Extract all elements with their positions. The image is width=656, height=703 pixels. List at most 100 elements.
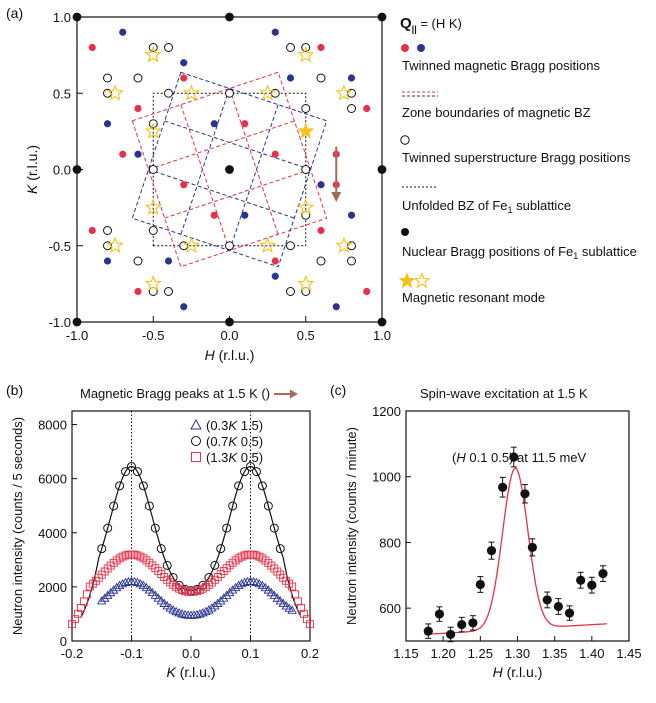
data-point-circle: [132, 467, 142, 477]
superstructure-bragg: [148, 165, 158, 174]
data-point: [542, 595, 552, 605]
nuclear-bragg: [377, 165, 387, 174]
y-tick-label: 6000: [38, 472, 67, 487]
data-point-circle: [222, 523, 232, 533]
data-point-square: [234, 554, 243, 563]
data-point-square: [270, 564, 279, 573]
data-point-square: [237, 552, 246, 561]
resonance-open-star: [144, 46, 162, 63]
panel-b-label: (b): [6, 382, 23, 398]
data-point-triangle: [147, 587, 158, 597]
superstructure-bragg: [133, 256, 143, 266]
data-point-circle: [127, 461, 136, 471]
legend-label-part: (1.3: [206, 450, 228, 465]
data-point-square: [68, 620, 76, 629]
data-point-triangle: [236, 578, 247, 588]
panel-a-zone-boundaries: [131, 71, 328, 268]
magnetic-bragg-blue: [210, 120, 218, 128]
nuclear-bragg: [377, 12, 387, 22]
x-tick-label: -0.2: [61, 646, 83, 661]
y-tick-label: 1000: [372, 470, 401, 485]
magnetic-bragg-blue: [180, 303, 188, 311]
y-tick-label: 800: [379, 535, 401, 550]
data-point: [434, 609, 445, 619]
data-point-square: [151, 564, 160, 573]
x-tick-label: 0.2: [301, 646, 319, 661]
data-point: [423, 626, 433, 636]
data-point-circle: [275, 544, 285, 554]
data-point-square: [145, 558, 154, 567]
data-point: [564, 608, 575, 618]
panel-c-title: Spin-wave excitation at 1.5 K: [420, 386, 588, 401]
legend-open-circle: [400, 135, 410, 145]
data-point-circle: [257, 481, 267, 491]
y-tick-label: 1.0: [53, 10, 71, 25]
panel-a-ylabel: K (r.l.u.): [24, 145, 40, 194]
data-point-square: [213, 573, 222, 581]
data-point-square: [85, 582, 94, 591]
magnetic-bragg-blue: [241, 211, 249, 219]
panel-c-label: (c): [330, 382, 346, 398]
data-point-square: [249, 550, 258, 559]
data-point-triangle: [129, 576, 140, 586]
data-point-square: [71, 615, 79, 624]
data-point-square: [106, 561, 115, 570]
data-point: [553, 601, 563, 612]
data-point-square: [228, 558, 237, 567]
data-point: [520, 489, 530, 499]
resonance-open-star: [144, 198, 162, 215]
data-point-triangle: [272, 593, 283, 602]
panel-b-axes: -0.2 -0.1 0.0 0.1 0.2 0 2000 4000 6000 8000: [38, 411, 319, 661]
x-tick-label: 0.0: [182, 646, 200, 661]
resonance-open-star: [297, 274, 315, 292]
x-tick-label: 1.30: [505, 646, 530, 661]
x-tick-label: 1.40: [579, 646, 604, 661]
magnetic-bz-red: [131, 71, 328, 268]
magnetic-bragg-blue: [119, 28, 127, 36]
panel-b-legend: (0.3K 1.5)(0.7K 0.5)(1.3K 0.5): [190, 418, 263, 465]
legend-item-unfolded-bz: Unfolded BZ of Fe1 sublattice: [402, 198, 571, 215]
data-point-square: [181, 587, 190, 596]
data-point-circle: [103, 523, 113, 533]
magnetic-bragg-blue: [271, 28, 279, 36]
nuclear-bragg: [225, 165, 234, 174]
data-point-triangle: [227, 585, 238, 594]
x-tick-label: 1.0: [373, 328, 391, 343]
data-point-square: [216, 570, 225, 579]
superstructure-bragg: [164, 88, 173, 98]
panel-b-series: [68, 461, 314, 629]
data-point-square: [240, 551, 249, 560]
magnetic-bragg-blue: [103, 120, 112, 128]
title-arrow-head: [290, 389, 298, 399]
unfolded-bz-square: [152, 92, 307, 247]
data-point-triangle: [99, 593, 110, 602]
magnetic-bragg-red: [317, 226, 325, 235]
magnetic-bragg-blue: [347, 74, 356, 82]
magnetic-bz-blue: [131, 71, 328, 268]
data-point: [457, 619, 467, 630]
data-point-triangle: [204, 605, 214, 614]
data-point: [475, 579, 485, 590]
magnetic-bragg-red: [134, 287, 142, 296]
legend-label-var: K: [228, 450, 238, 465]
legend-item-resonant-mode: Magnetic resonant mode: [402, 290, 545, 305]
data-point-square: [88, 579, 97, 588]
data-point-circle: [246, 461, 255, 471]
magnetic-bragg-red: [119, 150, 127, 158]
data-point-circle: [234, 481, 244, 491]
data-point-square: [175, 584, 184, 593]
nuclear-bragg: [225, 12, 234, 22]
magnetic-bragg-red: [180, 181, 188, 189]
legend-label-var: K: [228, 418, 238, 433]
x-tick-label: 0.1: [241, 646, 259, 661]
panel-b-xlabel: K (r.l.u.): [166, 664, 215, 680]
panel-c-chart: (c) Spin-wave excitation at 1.5 K 1.15 1.…: [330, 382, 642, 680]
magnetic-bragg-blue: [347, 211, 356, 219]
data-point-triangle: [153, 593, 164, 602]
data-point-circle: [150, 523, 160, 533]
data-point-square: [100, 567, 109, 576]
magnetic-bz-blue-inner: [180, 88, 230, 235]
data-point: [587, 580, 597, 590]
data-point: [527, 542, 537, 552]
magnetic-bragg-red: [363, 287, 371, 296]
